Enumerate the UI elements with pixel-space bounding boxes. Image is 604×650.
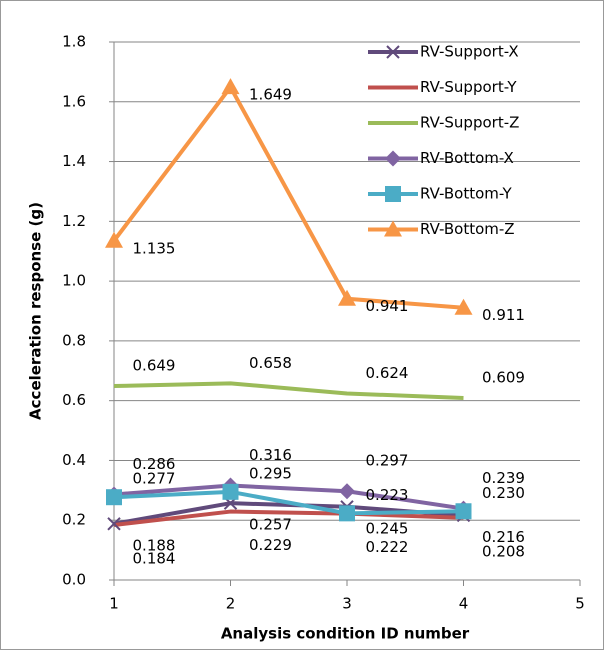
legend-label: RV-Support-Y — [420, 78, 517, 96]
marker — [338, 289, 356, 306]
data-label: 0.658 — [249, 354, 292, 372]
data-label: 0.941 — [366, 297, 409, 315]
data-label: 0.316 — [249, 446, 292, 464]
data-label: 0.216 — [482, 528, 525, 546]
x-tick-label: 4 — [459, 595, 469, 613]
x-tick-label: 1 — [109, 595, 119, 613]
data-label: 0.208 — [482, 542, 525, 560]
y-tick-label: 0.6 — [62, 391, 86, 409]
series-line — [113, 509, 464, 527]
series-line — [112, 85, 464, 310]
legend-label: RV-Bottom-Y — [420, 185, 513, 203]
series-line — [113, 483, 464, 511]
data-label: 0.295 — [249, 464, 292, 482]
legend-marker — [385, 186, 401, 202]
data-label: 0.239 — [482, 469, 525, 487]
data-label: 0.230 — [482, 484, 525, 502]
legend-label: RV-Support-Z — [420, 114, 519, 132]
x-tick-label: 3 — [342, 595, 352, 613]
marker — [339, 483, 355, 500]
legend-marker — [386, 45, 400, 59]
data-label: 1.135 — [133, 239, 176, 257]
data-label: 0.624 — [366, 364, 409, 382]
marker — [222, 483, 239, 500]
y-tick-label: 0.0 — [62, 571, 86, 589]
data-label: 1.649 — [249, 86, 292, 104]
marker — [339, 505, 355, 522]
data-label: 0.277 — [133, 470, 176, 488]
data-label: 0.229 — [249, 536, 292, 554]
x-axis-title: Analysis condition ID number — [221, 625, 470, 643]
data-label: 0.222 — [366, 538, 409, 556]
marker — [106, 489, 122, 506]
y-tick-label: 1.0 — [62, 272, 86, 290]
data-label: 0.649 — [133, 357, 176, 375]
y-tick-label: 1.2 — [62, 212, 86, 230]
marker — [455, 503, 472, 520]
y-tick-label: 0.2 — [62, 511, 86, 529]
marker — [221, 78, 240, 95]
y-tick-label: 1.4 — [62, 152, 86, 170]
marker — [454, 298, 473, 315]
data-label: 0.297 — [366, 452, 409, 470]
data-label: 0.609 — [482, 368, 525, 386]
legend-label: RV-Bottom-X — [420, 149, 514, 167]
legend-marker — [385, 150, 401, 167]
data-label: 0.245 — [366, 519, 409, 537]
legend-label: RV-Bottom-Z — [420, 220, 515, 238]
marker — [105, 231, 123, 248]
data-label: 0.911 — [482, 306, 525, 324]
x-tick-label: 5 — [575, 595, 585, 613]
series-line — [113, 381, 464, 400]
y-tick-label: 0.8 — [62, 331, 86, 349]
y-tick-label: 1.6 — [62, 92, 86, 110]
legend-marker — [384, 220, 402, 237]
data-label: 0.184 — [133, 550, 176, 568]
y-tick-label: 1.8 — [62, 33, 86, 51]
x-tick-label: 2 — [226, 595, 236, 613]
y-tick-label: 0.4 — [62, 451, 86, 469]
legend-label: RV-Support-X — [420, 43, 519, 61]
series-line — [113, 489, 464, 516]
data-label: 0.257 — [249, 516, 292, 534]
data-label: 0.286 — [133, 455, 176, 473]
data-label: 0.223 — [366, 486, 409, 504]
marker — [107, 517, 121, 531]
y-axis-title: Acceleration response (g) — [27, 202, 45, 420]
data-label: 0.188 — [133, 536, 176, 554]
